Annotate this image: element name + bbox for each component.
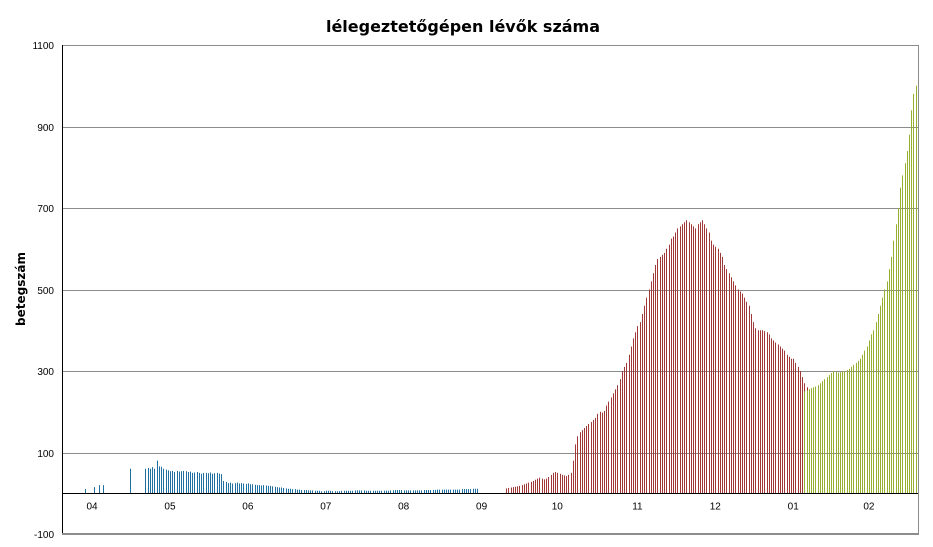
y-tick-label: 700 xyxy=(37,204,54,215)
x-tick-label: 02 xyxy=(863,501,875,512)
x-tick-label: 08 xyxy=(398,501,410,512)
x-tick-label: 10 xyxy=(552,501,564,512)
y-axis-label: betegszám xyxy=(14,252,28,326)
x-tick-label: 07 xyxy=(320,501,332,512)
x-tick-label: 01 xyxy=(788,501,800,512)
x-tick-label: 11 xyxy=(632,501,643,512)
x-tick-label: 04 xyxy=(86,501,98,512)
y-tick-label: 300 xyxy=(37,367,54,378)
y-tick-label: 900 xyxy=(37,123,54,134)
chart-title: lélegeztetőgépen lévők száma xyxy=(326,17,600,36)
x-tick-label: 12 xyxy=(710,501,722,512)
gridlines xyxy=(62,45,919,535)
y-tick-label: 500 xyxy=(37,286,54,297)
x-tick-label: 06 xyxy=(242,501,254,512)
y-tick-labels: -100 100 300 500 700 900 1100 xyxy=(32,41,54,541)
y-tick-label: 100 xyxy=(37,449,54,460)
x-tick-label: 05 xyxy=(164,501,176,512)
axes xyxy=(62,45,919,534)
y-tick-label: -100 xyxy=(34,530,54,541)
x-tick-label: 09 xyxy=(476,501,488,512)
x-tick-labels: 040506070809101112010203 xyxy=(86,501,875,512)
y-tick-label: 1100 xyxy=(32,41,54,52)
bars xyxy=(85,81,919,494)
